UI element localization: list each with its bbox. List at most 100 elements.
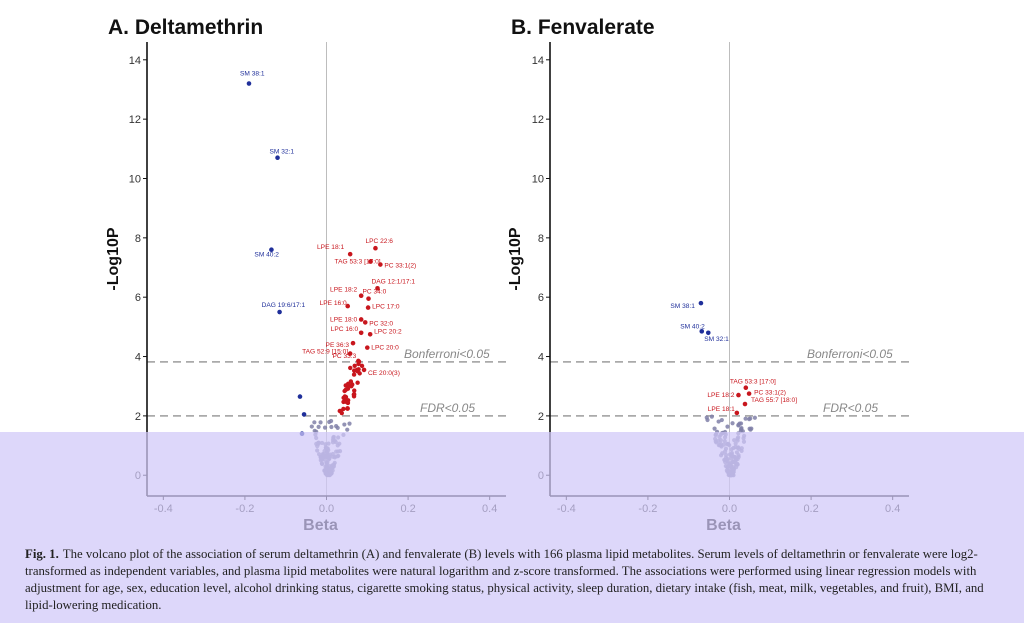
data-point bbox=[275, 155, 280, 161]
x-tick-label: 0.0 bbox=[319, 503, 334, 515]
y-tick-label: 6 bbox=[135, 292, 141, 304]
y-tick-label: 10 bbox=[129, 173, 141, 185]
data-point bbox=[358, 293, 364, 299]
nonsignificant-point bbox=[729, 447, 734, 452]
point-label: TAG 53:3 [17:0] bbox=[730, 379, 776, 386]
caption-label: Fig. 1. bbox=[25, 547, 59, 561]
nonsignificant-point bbox=[713, 439, 718, 444]
data-point bbox=[705, 330, 711, 336]
data-point bbox=[373, 245, 378, 251]
data-point bbox=[358, 330, 364, 336]
point-label: LPC 17:0 bbox=[372, 304, 400, 311]
x-tick-label: 0.2 bbox=[400, 503, 415, 515]
y-axis-title: -Log10P bbox=[105, 227, 122, 290]
data-point bbox=[297, 394, 303, 399]
nonsignificant-point bbox=[718, 453, 724, 458]
nonsignificant-point bbox=[736, 454, 741, 460]
point-label: DAG 19:6/17:1 bbox=[262, 302, 306, 309]
nonsignificant-point bbox=[719, 417, 724, 423]
x-tick-label: 0.2 bbox=[803, 503, 818, 515]
point-label: LPE 18:1 bbox=[317, 244, 344, 251]
x-tick-label: -0.4 bbox=[154, 503, 173, 515]
significant-point bbox=[351, 394, 357, 399]
nonsignificant-point bbox=[740, 429, 745, 434]
nonsignificant-point bbox=[314, 429, 319, 434]
point-label: TAG 53:3 [17:0] bbox=[335, 259, 381, 266]
nonsignificant-point bbox=[747, 426, 752, 431]
nonsignificant-point bbox=[327, 454, 332, 459]
nonsignificant-point bbox=[309, 424, 314, 429]
nonsignificant-point bbox=[324, 471, 329, 476]
y-tick-label: 8 bbox=[135, 233, 141, 245]
y-tick-label: 14 bbox=[532, 55, 544, 67]
figure-caption: Fig. 1. The volcano plot of the associati… bbox=[25, 546, 1000, 614]
data-point bbox=[736, 392, 741, 398]
significant-point bbox=[345, 381, 351, 386]
nonsignificant-point bbox=[336, 453, 341, 458]
nonsignificant-point bbox=[345, 427, 350, 432]
data-point bbox=[368, 259, 373, 264]
nonsignificant-point bbox=[330, 437, 336, 442]
x-tick-label: 0.4 bbox=[482, 503, 497, 515]
data-point bbox=[378, 262, 383, 267]
nonsignificant-point bbox=[316, 440, 321, 445]
data-point bbox=[743, 385, 749, 390]
nonsignificant-point bbox=[709, 414, 714, 419]
y-tick-label: 12 bbox=[532, 114, 544, 126]
significant-point bbox=[339, 410, 344, 416]
nonsignificant-point bbox=[741, 439, 747, 444]
y-tick-label: 14 bbox=[129, 55, 141, 67]
nonsignificant-point bbox=[738, 421, 744, 426]
nonsignificant-point bbox=[318, 458, 323, 463]
significant-point bbox=[352, 388, 357, 393]
nonsignificant-point bbox=[321, 452, 326, 457]
point-label: LPC 20:0 bbox=[371, 345, 399, 352]
point-label: LPE 16:0 bbox=[320, 300, 347, 307]
nonsignificant-point bbox=[743, 416, 748, 421]
significant-point bbox=[351, 372, 357, 377]
nonsignificant-point bbox=[312, 420, 317, 425]
data-point bbox=[345, 303, 351, 309]
nonsignificant-point bbox=[733, 441, 738, 446]
y-tick-label: 6 bbox=[538, 292, 544, 304]
x-tick-label: -0.2 bbox=[235, 503, 254, 515]
nonsignificant-point bbox=[704, 415, 709, 420]
threshold-label: FDR<0.05 bbox=[823, 401, 878, 415]
y-tick-label: 2 bbox=[538, 411, 544, 423]
data-point bbox=[364, 345, 370, 350]
nonsignificant-point bbox=[716, 419, 721, 424]
panel-title: A. Deltamethrin bbox=[108, 16, 263, 39]
significant-point bbox=[341, 406, 346, 412]
data-point bbox=[301, 412, 307, 417]
significant-point bbox=[343, 394, 349, 400]
y-axis-title: -Log10P bbox=[507, 227, 524, 290]
point-label: SM 38:1 bbox=[240, 71, 265, 78]
data-point bbox=[347, 251, 353, 257]
threshold-label: Bonferroni<0.05 bbox=[404, 347, 490, 361]
point-label: SM 32:1 bbox=[270, 149, 295, 156]
significant-point bbox=[355, 380, 360, 385]
data-point bbox=[361, 367, 367, 373]
y-tick-label: 4 bbox=[135, 352, 141, 364]
point-label: SM 40:2 bbox=[680, 323, 705, 330]
significant-point bbox=[345, 386, 351, 391]
data-point bbox=[246, 81, 252, 86]
data-point bbox=[362, 320, 368, 325]
nonsignificant-point bbox=[723, 463, 728, 469]
nonsignificant-point bbox=[725, 424, 730, 429]
data-point bbox=[746, 391, 752, 396]
point-label: LPE 18:2 bbox=[707, 392, 734, 399]
nonsignificant-point bbox=[323, 445, 328, 450]
x-tick-label: 0.0 bbox=[722, 503, 737, 515]
nonsignificant-point bbox=[342, 422, 347, 427]
nonsignificant-point bbox=[331, 462, 336, 467]
x-tick-label: -0.2 bbox=[638, 503, 657, 515]
nonsignificant-point bbox=[715, 429, 720, 434]
point-label: CE 20:0(3) bbox=[368, 370, 400, 377]
significant-point bbox=[349, 383, 354, 389]
nonsignificant-point bbox=[730, 421, 735, 426]
data-point bbox=[734, 410, 740, 416]
caption-text: The volcano plot of the association of s… bbox=[25, 547, 984, 612]
point-label: PE 36:3 bbox=[326, 342, 350, 349]
data-point bbox=[358, 317, 364, 322]
